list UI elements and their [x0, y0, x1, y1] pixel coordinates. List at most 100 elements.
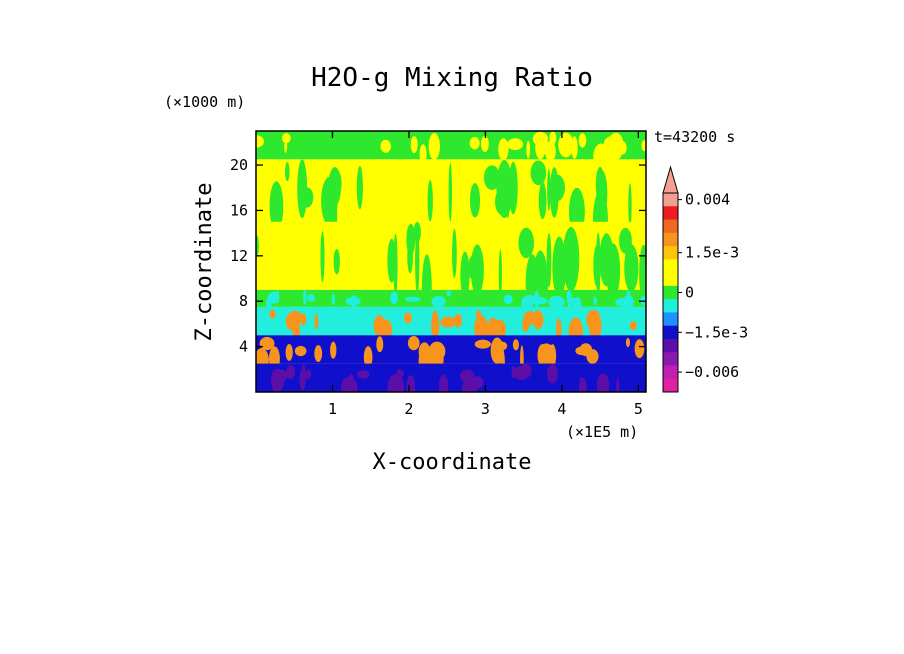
field-blob — [287, 310, 303, 326]
field-blob — [619, 227, 632, 254]
field-blob — [453, 313, 463, 328]
field-blob — [470, 244, 484, 296]
field-blob — [586, 309, 601, 330]
field-blob — [266, 296, 272, 311]
field-blob — [439, 374, 449, 392]
field-blob — [634, 339, 645, 359]
field-blob — [532, 310, 544, 330]
field-blob — [356, 165, 363, 210]
colorbar-swatch — [663, 325, 678, 340]
field-blob — [552, 236, 567, 298]
colorbar-label: 0 — [685, 284, 694, 302]
field-blob — [503, 294, 513, 305]
colorbar-swatch — [663, 232, 678, 247]
field-blob — [294, 345, 307, 357]
field-blob — [431, 296, 446, 308]
field-blob — [518, 227, 535, 259]
y-axis-label: Z-coordinate — [192, 183, 217, 342]
colorbar-swatch — [663, 285, 678, 300]
field-blob — [512, 339, 519, 351]
field-blob — [415, 229, 420, 295]
y-axis: 4 8 12 16 20 — [230, 156, 646, 356]
x-axis-label: X-coordinate — [373, 450, 532, 475]
field-blob — [403, 312, 412, 324]
field-blob — [419, 144, 427, 164]
field-blob — [259, 336, 275, 351]
field-band — [256, 363, 646, 392]
field-blob — [498, 138, 509, 161]
field-blob — [330, 341, 337, 359]
y-unit-label: (×1000 m) — [164, 93, 245, 111]
field-blob — [269, 309, 276, 319]
colorbar-swatch — [663, 299, 678, 313]
field-blob — [490, 337, 504, 364]
field-blob — [357, 370, 370, 379]
field-blob — [548, 174, 565, 202]
colorbar-swatch — [663, 378, 678, 393]
colorbar: 0.004 1.5e-3 0 −1.5e-3 −0.006 — [662, 165, 748, 393]
x-tick-label: 1 — [328, 400, 337, 418]
field-blob — [380, 139, 391, 153]
field-blob — [387, 374, 405, 392]
field-blob — [407, 241, 413, 274]
field-blob — [540, 140, 550, 154]
x-tick-label: 4 — [557, 400, 566, 418]
field-blob — [474, 339, 491, 349]
field-blob — [333, 248, 340, 275]
field-blob — [547, 168, 551, 212]
field-blob — [639, 244, 646, 303]
field-blob — [558, 132, 574, 158]
field-blob — [286, 364, 296, 380]
field-blob — [300, 313, 307, 326]
x-tick-label: 3 — [481, 400, 490, 418]
y-tick-label: 16 — [230, 201, 248, 219]
field-blob — [534, 290, 540, 308]
field-blob — [320, 231, 325, 283]
field-blob — [271, 371, 281, 392]
field-blob — [446, 290, 452, 297]
field-blob — [474, 315, 489, 342]
field-blob — [562, 226, 580, 292]
field-blob — [363, 346, 373, 369]
field-blob — [300, 187, 314, 208]
colorbar-label: −0.006 — [685, 363, 739, 381]
field-blob — [579, 376, 583, 392]
field-blob — [626, 290, 631, 299]
y-tick-label: 12 — [230, 247, 248, 265]
field-blob — [406, 375, 416, 392]
field-blob — [345, 296, 361, 306]
colorbar-swatch — [663, 312, 678, 327]
field-blob — [376, 336, 384, 353]
field-blob — [628, 183, 632, 229]
field-blob — [299, 368, 306, 391]
colorbar-swatch — [663, 338, 678, 353]
colorbar-swatch — [663, 219, 678, 234]
field-blob — [492, 319, 506, 340]
field-blob — [548, 344, 557, 368]
colorbar-swatch — [663, 193, 678, 207]
field-blob — [546, 233, 552, 288]
field-blob — [483, 165, 501, 190]
field-blob — [641, 139, 646, 152]
x-axis: 1 2 3 4 5 — [328, 131, 643, 418]
field-blob — [285, 162, 290, 182]
field-blob — [306, 369, 312, 379]
x-unit-label: (×1E5 m) — [566, 423, 638, 441]
field-blob — [407, 336, 420, 351]
contour-field — [256, 131, 646, 392]
field-blob — [595, 232, 601, 297]
field-blob — [410, 136, 418, 154]
field-blob — [428, 341, 446, 362]
field-blob — [507, 138, 524, 151]
colorbar-swatch — [663, 272, 678, 287]
field-blob — [548, 295, 565, 309]
field-blob — [530, 160, 547, 186]
colorbar-swatch — [663, 246, 678, 260]
field-blob — [624, 244, 639, 293]
field-blob — [284, 139, 288, 153]
y-tick-label: 20 — [230, 156, 248, 174]
field-blob — [405, 296, 421, 302]
colorbar-arrow — [662, 165, 679, 194]
field-blob — [599, 233, 614, 287]
field-blob — [640, 295, 646, 306]
